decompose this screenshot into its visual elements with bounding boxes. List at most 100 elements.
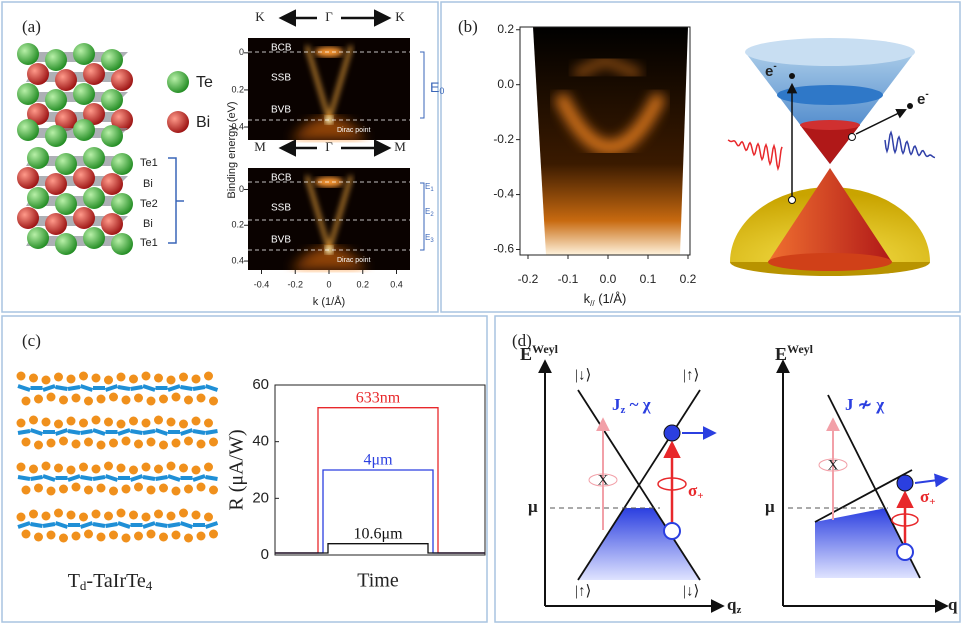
panel-label: (a) — [22, 17, 41, 36]
atom — [54, 464, 63, 473]
atom — [184, 534, 193, 543]
atom — [109, 531, 118, 540]
te-atom — [17, 43, 39, 65]
legend-swatch — [167, 111, 189, 133]
y-axis-label: Binding energy (eV) — [226, 101, 238, 198]
x-tick-label: 0.2 — [356, 279, 369, 289]
mu-label: μ — [528, 497, 538, 516]
x-tick-label: -0.4 — [254, 279, 270, 289]
atom — [129, 417, 138, 426]
x-tick-label: -0.2 — [518, 272, 539, 286]
series-label: 10.6μm — [353, 525, 403, 542]
atom — [67, 417, 76, 426]
bond — [143, 477, 155, 479]
atom — [29, 374, 38, 383]
label-part: z — [736, 604, 741, 616]
atom — [209, 530, 218, 539]
upper-cone-band — [777, 85, 883, 105]
atom — [22, 486, 31, 495]
bond — [31, 477, 43, 479]
bond — [106, 524, 118, 526]
dirac-label: Dirac point — [337, 127, 371, 134]
atom — [154, 374, 163, 383]
label-part: Weyl — [787, 342, 814, 356]
atom — [154, 510, 163, 519]
te-atom — [111, 153, 133, 175]
bond — [18, 477, 30, 479]
excited-electron — [897, 475, 913, 491]
bond — [68, 387, 80, 389]
atom — [197, 394, 206, 403]
atom — [92, 374, 101, 383]
band-label: BCB — [271, 173, 292, 184]
te-atom — [27, 227, 49, 249]
band-label: BCB — [271, 43, 292, 54]
hole — [849, 134, 856, 141]
y-tick-label: 60 — [252, 376, 269, 393]
te-atom — [73, 43, 95, 65]
series-label: 4μm — [363, 452, 393, 469]
bond — [168, 524, 180, 526]
x-tick-label: 0.4 — [390, 279, 403, 289]
atom — [79, 513, 88, 522]
hole — [897, 544, 913, 560]
bi-atom — [45, 213, 67, 235]
state-label: |↓⟩ — [683, 583, 699, 599]
atom — [204, 463, 213, 472]
bond — [93, 524, 105, 526]
bond — [18, 431, 30, 433]
atom — [172, 487, 181, 496]
bond — [68, 431, 80, 433]
atom — [34, 395, 43, 404]
atom — [209, 397, 218, 406]
state-label: |↓⟩ — [575, 367, 591, 383]
relation-label: J ≁ χ — [845, 395, 884, 414]
bond — [156, 477, 168, 479]
atom — [72, 483, 81, 492]
y-tick-label: 20 — [252, 489, 269, 506]
band-label: SSB — [271, 203, 291, 214]
atom — [47, 531, 56, 540]
lower-cone-base — [768, 253, 892, 271]
y-tick-label: 0.2 — [231, 220, 244, 230]
atom — [67, 466, 76, 475]
atom — [167, 512, 176, 521]
atom — [72, 532, 81, 541]
atom — [122, 534, 131, 543]
layer-label: Te1 — [140, 237, 158, 249]
atom — [142, 372, 151, 381]
direction-label: M — [394, 139, 406, 154]
atom — [184, 396, 193, 405]
state-label: |↑⟩ — [683, 367, 699, 383]
atom — [129, 466, 138, 475]
atom — [192, 375, 201, 384]
te-atom — [17, 83, 39, 105]
atom — [129, 511, 138, 520]
atom — [97, 533, 106, 542]
atom — [142, 419, 151, 428]
legend-swatch — [167, 71, 189, 93]
atom — [179, 509, 188, 518]
direction-label: K — [395, 9, 405, 24]
x-tick-label: 0.1 — [640, 272, 657, 286]
electron-symbol: e — [765, 63, 773, 80]
atom — [97, 395, 106, 404]
atom — [72, 394, 81, 403]
bi-atom — [101, 213, 123, 235]
relation-label: Jz ~ χ — [612, 395, 651, 416]
te-atom — [45, 89, 67, 111]
y-tick-label: 0.4 — [231, 255, 244, 265]
te-atom — [27, 147, 49, 169]
atom — [197, 483, 206, 492]
atom — [67, 511, 76, 520]
bond — [43, 524, 55, 526]
atom — [29, 416, 38, 425]
series-label: 633nm — [356, 389, 401, 406]
atom — [59, 485, 68, 494]
atom — [79, 419, 88, 428]
atom — [147, 397, 156, 406]
atom — [29, 465, 38, 474]
atom — [172, 393, 181, 402]
excited-electron — [664, 425, 680, 441]
te-atom — [83, 227, 105, 249]
